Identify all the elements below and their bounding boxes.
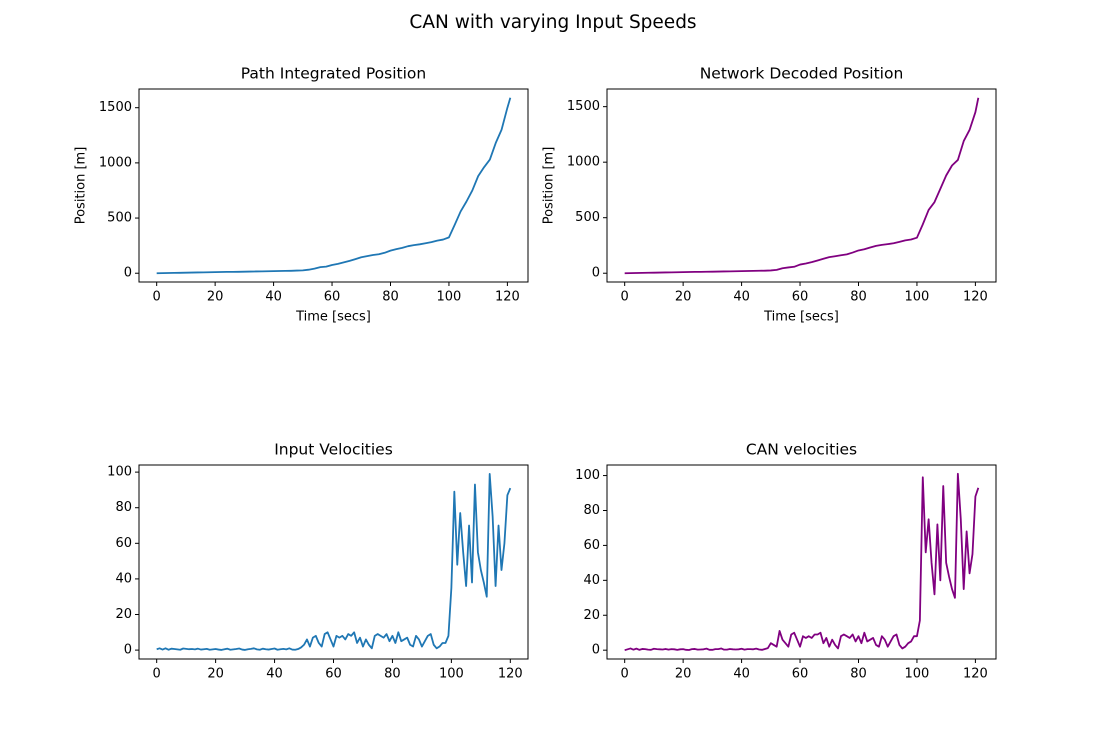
y-tick-label: 60: [115, 536, 132, 551]
x-tick-label: 20: [675, 290, 692, 305]
x-tick-label: 100: [905, 667, 930, 682]
x-tick-label: 60: [324, 290, 341, 305]
x-tick-label: 0: [153, 290, 161, 305]
x-axis-label: Time [secs]: [763, 310, 839, 325]
y-tick-label: 500: [575, 210, 600, 225]
y-tick-label: 80: [583, 503, 600, 518]
y-tick-label: 20: [115, 607, 132, 622]
axes-frame: [606, 464, 997, 660]
axes-frame: [606, 88, 997, 283]
y-tick-label: 100: [575, 468, 600, 483]
y-tick-label: 80: [115, 500, 132, 515]
x-tick-label: 20: [207, 290, 224, 305]
data-line: [624, 97, 980, 275]
x-tick-label: 120: [963, 290, 988, 305]
x-tick-label: 80: [850, 667, 867, 682]
x-tick-label: 40: [733, 290, 750, 305]
x-tick-label: 20: [675, 667, 692, 682]
y-tick-label: 0: [592, 266, 600, 281]
x-tick-label: 60: [792, 290, 809, 305]
y-tick-label: 40: [115, 571, 132, 586]
x-tick-label: 0: [621, 667, 629, 682]
axes-title: CAN velocities: [746, 441, 857, 459]
x-tick-label: 100: [439, 667, 464, 682]
x-tick-label: 0: [621, 290, 629, 305]
data-line: [156, 473, 512, 651]
x-tick-label: 120: [498, 667, 523, 682]
y-tick-label: 500: [107, 211, 132, 226]
axes-frame: [138, 88, 529, 283]
y-tick-label: 100: [107, 465, 132, 480]
y-tick-label: 40: [583, 573, 600, 588]
y-tick-label: 60: [583, 538, 600, 553]
x-tick-label: 60: [325, 667, 342, 682]
y-tick-label: 0: [124, 266, 132, 281]
y-tick-label: 1500: [99, 100, 132, 115]
x-tick-label: 40: [266, 667, 283, 682]
x-tick-label: 80: [382, 290, 399, 305]
axes-title: Path Integrated Position: [241, 65, 426, 83]
data-line: [624, 472, 980, 652]
data-line: [156, 97, 512, 275]
y-tick-label: 20: [583, 608, 600, 623]
x-tick-label: 100: [437, 290, 462, 305]
x-tick-label: 40: [265, 290, 282, 305]
x-tick-label: 60: [792, 667, 809, 682]
x-tick-label: 120: [495, 290, 520, 305]
y-tick-label: 1000: [567, 155, 600, 170]
x-tick-label: 120: [963, 667, 988, 682]
y-tick-label: 1500: [567, 99, 600, 114]
x-tick-label: 80: [384, 667, 401, 682]
axes-title: Input Velocities: [274, 441, 393, 459]
y-tick-label: 1000: [99, 155, 132, 170]
y-axis-label: Position [m]: [542, 147, 557, 225]
y-axis-label: Position [m]: [74, 147, 89, 225]
x-tick-label: 100: [905, 290, 930, 305]
x-tick-label: 20: [207, 667, 224, 682]
axes-title: Network Decoded Position: [700, 65, 904, 83]
x-tick-label: 40: [733, 667, 750, 682]
x-tick-label: 80: [850, 290, 867, 305]
x-tick-label: 0: [153, 667, 161, 682]
y-tick-label: 0: [592, 643, 600, 658]
y-tick-label: 0: [124, 643, 132, 658]
x-axis-label: Time [secs]: [295, 310, 371, 325]
figure-title: CAN with varying Input Speeds: [409, 12, 696, 33]
